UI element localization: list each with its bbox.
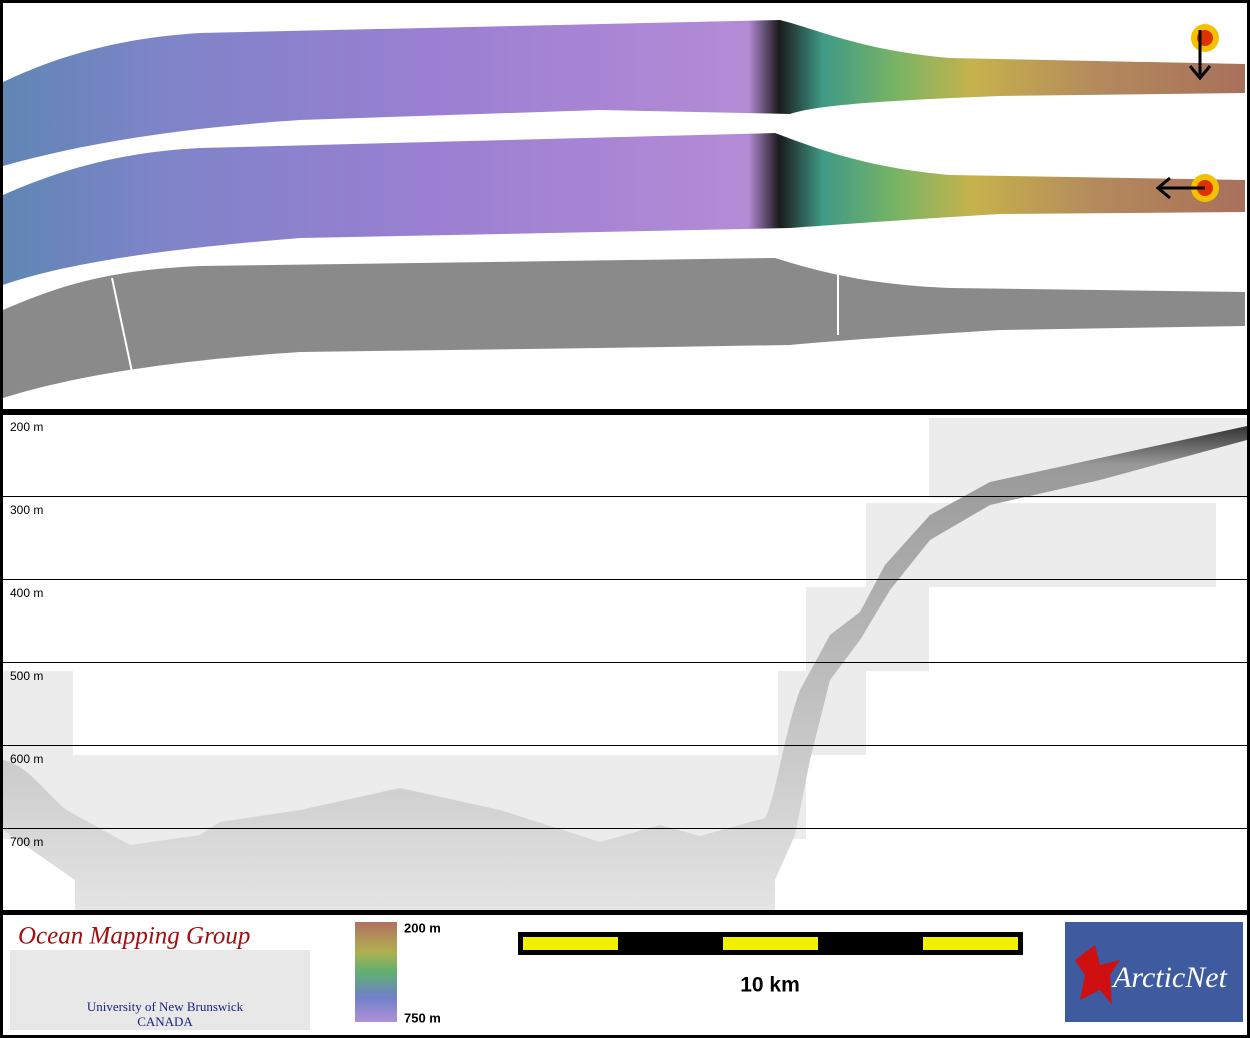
track-gap [111, 277, 133, 373]
sun-icon [1155, 174, 1219, 202]
color-scale-label: 750 m [404, 1010, 441, 1025]
partner-logo-text: ArcticNet [1111, 961, 1228, 994]
scale-bar [518, 932, 1023, 955]
depth-grid [3, 496, 1247, 829]
logo-university: University of New Brunswick [87, 999, 244, 1014]
bathymetry-strip [3, 20, 1245, 166]
depth-label: 200 m [10, 420, 43, 434]
logo-background [10, 950, 310, 1030]
scale-bar-label: 10 km [740, 974, 800, 997]
depth-label: 600 m [10, 752, 43, 766]
color-scale [355, 922, 397, 1022]
seafloor-echo [3, 426, 1247, 910]
depth-label: 500 m [10, 669, 43, 683]
depth-label: 300 m [10, 503, 43, 517]
maple-leaf [1075, 945, 1120, 1005]
logo-title: Ocean Mapping Group [18, 923, 250, 950]
logo-country: CANADA [137, 1014, 193, 1029]
depth-label: 700 m [10, 835, 43, 849]
color-scale-label: 200 m [404, 920, 441, 935]
backscatter-strip [3, 258, 1245, 398]
depth-label: 400 m [10, 586, 43, 600]
bathymetry-strip [3, 133, 1245, 285]
sun-icon [1188, 24, 1219, 81]
